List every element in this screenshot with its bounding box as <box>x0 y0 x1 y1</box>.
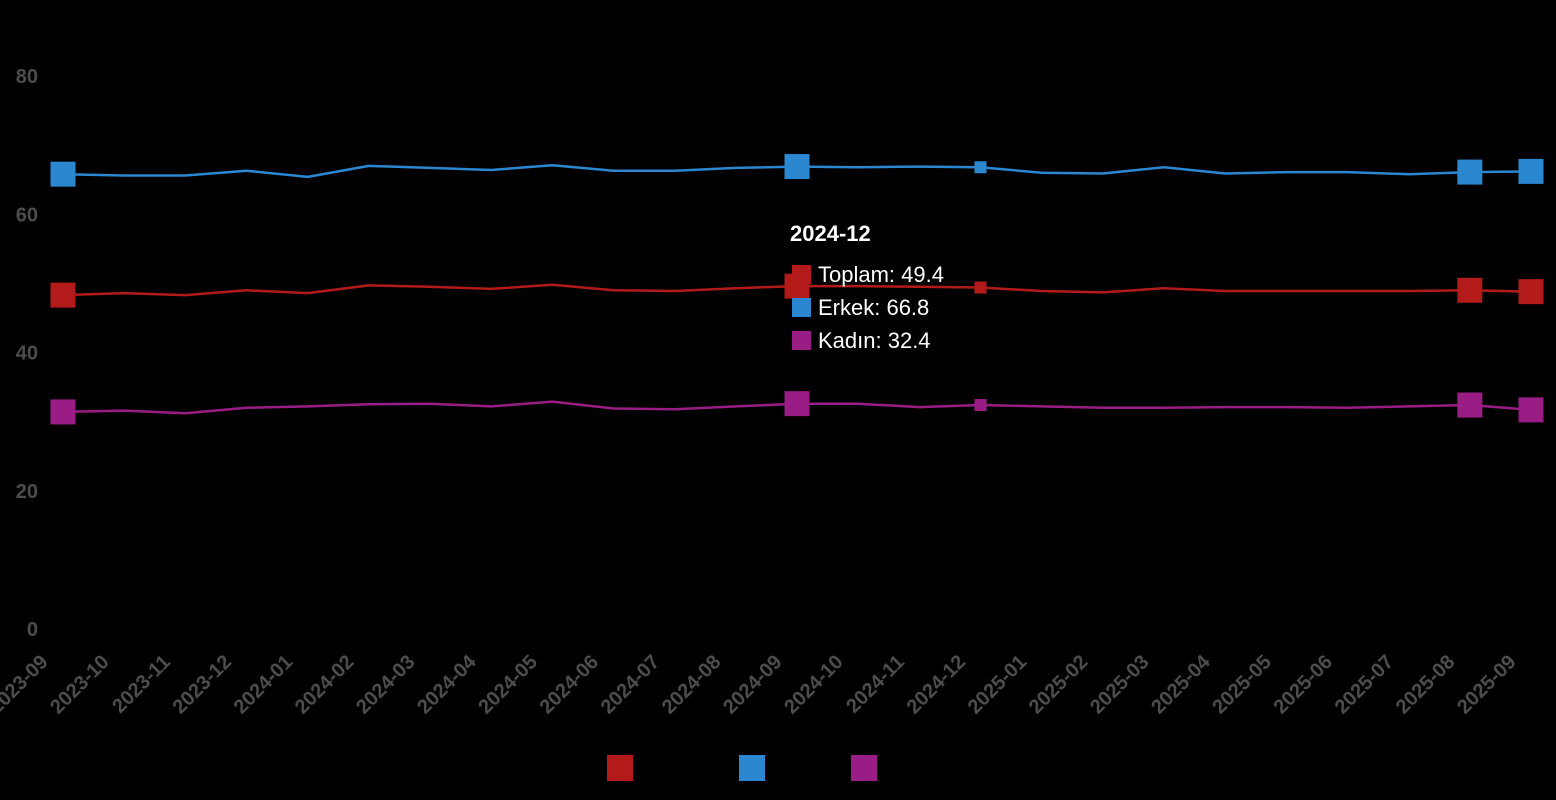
x-tick-label: 2024-06 <box>536 651 603 718</box>
data-point-erkek[interactable] <box>784 154 810 180</box>
x-tick-label: 2025-07 <box>1331 651 1398 718</box>
legend-swatch-erkek[interactable] <box>739 755 765 781</box>
x-tick-label: 2023-10 <box>46 651 113 718</box>
legend-label-erkek[interactable]: Erkek <box>773 758 825 780</box>
x-tick-label: 2024-12 <box>903 651 970 718</box>
data-point-kadin[interactable] <box>50 399 76 425</box>
tooltip-swatch-toplam <box>792 265 811 284</box>
x-tick-label: 2025-06 <box>1270 651 1337 718</box>
data-point-kadin[interactable] <box>1518 397 1544 423</box>
tooltip-swatch-erkek <box>792 298 811 317</box>
tooltip-row-erkek: Erkek: 66.8 <box>818 295 929 320</box>
tooltip-title: 2024-12 <box>790 221 871 246</box>
data-point-erkek[interactable] <box>1457 159 1483 185</box>
highlight-point-erkek[interactable] <box>974 161 987 174</box>
x-tick-label: 2025-01 <box>964 651 1031 718</box>
x-axis: 2023-092023-102023-112023-122024-012024-… <box>0 650 1521 718</box>
y-tick-label: 20 <box>16 481 38 503</box>
legend-swatch-toplam[interactable] <box>607 755 633 781</box>
legend-label-toplam[interactable]: Toplam <box>641 758 705 780</box>
x-tick-label: 2024-10 <box>780 651 847 718</box>
highlight-point-toplam[interactable] <box>974 281 987 294</box>
x-tick-label: 2025-03 <box>1086 651 1153 718</box>
x-tick-label: 2025-05 <box>1208 651 1275 718</box>
x-tick-label: 2025-08 <box>1392 651 1459 718</box>
tooltip-swatch-kadin <box>792 331 811 350</box>
x-tick-label: 2025-04 <box>1147 650 1215 718</box>
x-tick-label: 2025-09 <box>1453 651 1520 718</box>
data-point-erkek[interactable] <box>50 161 76 187</box>
legend: Toplam Erkek Kadın <box>607 755 937 781</box>
series-layer <box>50 154 1544 425</box>
y-tick-label: 60 <box>16 204 38 226</box>
x-tick-label: 2024-08 <box>658 651 725 718</box>
x-tick-label: 2023-09 <box>0 651 53 718</box>
x-tick-label: 2023-11 <box>108 651 175 718</box>
data-point-toplam[interactable] <box>1518 279 1544 305</box>
tooltip: 2024-12 Toplam: 49.4 Erkek: 66.8 Kadın: … <box>790 221 944 353</box>
x-tick-label: 2024-07 <box>597 651 664 718</box>
y-tick-label: 80 <box>16 66 38 88</box>
x-tick-label: 2024-03 <box>352 651 419 718</box>
y-axis: 0 20 40 60 80 <box>16 66 38 641</box>
x-tick-label: 2024-05 <box>474 651 541 718</box>
x-tick-label: 2024-11 <box>842 651 909 718</box>
data-point-toplam[interactable] <box>1457 277 1483 303</box>
legend-swatch-kadin[interactable] <box>851 755 877 781</box>
data-point-kadin[interactable] <box>784 391 810 417</box>
tooltip-row-kadin: Kadın: 32.4 <box>818 328 931 353</box>
x-tick-label: 2024-04 <box>413 650 481 718</box>
y-tick-label: 40 <box>16 343 38 365</box>
data-point-erkek[interactable] <box>1518 158 1544 184</box>
tooltip-row-toplam: Toplam: 49.4 <box>818 262 944 287</box>
x-tick-label: 2025-02 <box>1025 651 1092 718</box>
x-tick-label: 2024-02 <box>291 651 358 718</box>
x-tick-label: 2023-12 <box>169 651 236 718</box>
legend-label-kadin[interactable]: Kadın <box>885 758 937 780</box>
x-tick-label: 2024-09 <box>719 651 786 718</box>
data-point-kadin[interactable] <box>1457 392 1483 418</box>
highlight-point-kadin[interactable] <box>974 399 987 412</box>
data-point-toplam[interactable] <box>50 282 76 308</box>
y-tick-label: 0 <box>27 619 38 641</box>
x-tick-label: 2024-01 <box>230 651 297 718</box>
